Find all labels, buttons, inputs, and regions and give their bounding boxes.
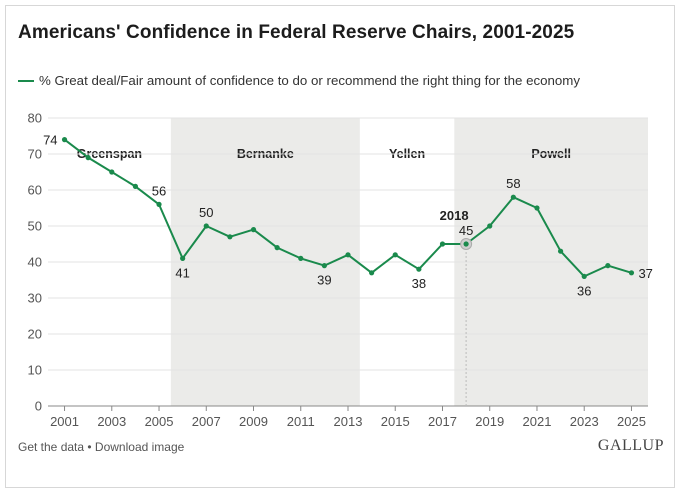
y-tick-label: 30 [28, 291, 42, 306]
x-tick-label: 2025 [617, 414, 646, 429]
y-tick-label: 60 [28, 183, 42, 198]
y-tick-label: 10 [28, 363, 42, 378]
x-tick-label: 2009 [239, 414, 268, 429]
data-label: 38 [412, 276, 426, 291]
data-label: 74 [43, 133, 57, 148]
data-label: 41 [175, 265, 189, 280]
x-tick-label: 2019 [475, 414, 504, 429]
data-point [534, 205, 540, 211]
data-point [605, 263, 611, 269]
download-image-link[interactable]: Download image [94, 440, 185, 454]
legend-swatch [18, 79, 34, 82]
footer-separator: • [84, 440, 95, 454]
data-point [298, 255, 304, 261]
y-tick-label: 80 [28, 111, 42, 126]
legend: % Great deal/Fair amount of confidence t… [18, 73, 580, 88]
legend-label: % Great deal/Fair amount of confidence t… [39, 73, 581, 88]
data-point [132, 183, 139, 189]
data-point [250, 227, 257, 233]
x-tick-label: 2003 [97, 414, 126, 429]
y-tick-label: 70 [28, 147, 42, 162]
data-point [510, 194, 516, 200]
data-label: 56 [152, 183, 166, 198]
data-label: 39 [317, 273, 331, 288]
highlight-year-label: 2018 [440, 208, 469, 223]
data-point [581, 273, 587, 279]
gallup-logo: GALLUP [597, 437, 664, 454]
x-tick-label: 2001 [50, 414, 79, 429]
x-tick-label: 2013 [334, 414, 363, 429]
get-data-link[interactable]: Get the data [18, 440, 85, 454]
data-label: 45 [459, 223, 473, 238]
data-point [180, 255, 186, 261]
data-label: 37 [638, 266, 652, 281]
chart-title: Americans' Confidence in Federal Reserve… [18, 22, 575, 43]
data-point [463, 241, 469, 247]
x-tick-label: 2011 [287, 414, 315, 429]
data-point [156, 201, 162, 207]
y-tick-label: 20 [28, 327, 42, 342]
data-point [85, 155, 91, 161]
footer-links: Get the data • Download image [18, 440, 184, 454]
data-point [392, 252, 398, 258]
data-point [557, 248, 564, 254]
data-point [109, 169, 115, 175]
data-label: 58 [506, 176, 520, 191]
data-point [345, 252, 351, 258]
data-point [487, 223, 493, 229]
data-point [227, 234, 233, 240]
data-point [416, 266, 422, 272]
x-tick-label: 2021 [523, 414, 552, 429]
data-label: 36 [577, 283, 591, 298]
data-label: 50 [199, 205, 213, 220]
data-point [628, 270, 635, 276]
y-tick-label: 40 [28, 255, 42, 270]
x-tick-label: 2007 [192, 414, 221, 429]
data-point [274, 245, 280, 251]
data-point [203, 223, 209, 229]
x-tick-label: 2015 [381, 414, 410, 429]
data-point [321, 263, 327, 269]
y-tick-label: 50 [28, 219, 42, 234]
data-point [61, 137, 68, 143]
data-point [439, 241, 446, 247]
data-point [369, 270, 375, 276]
x-tick-label: 2023 [570, 414, 599, 429]
x-tick-label: 2005 [145, 414, 174, 429]
x-tick-label: 2017 [428, 414, 457, 429]
y-tick-label: 0 [35, 399, 42, 414]
